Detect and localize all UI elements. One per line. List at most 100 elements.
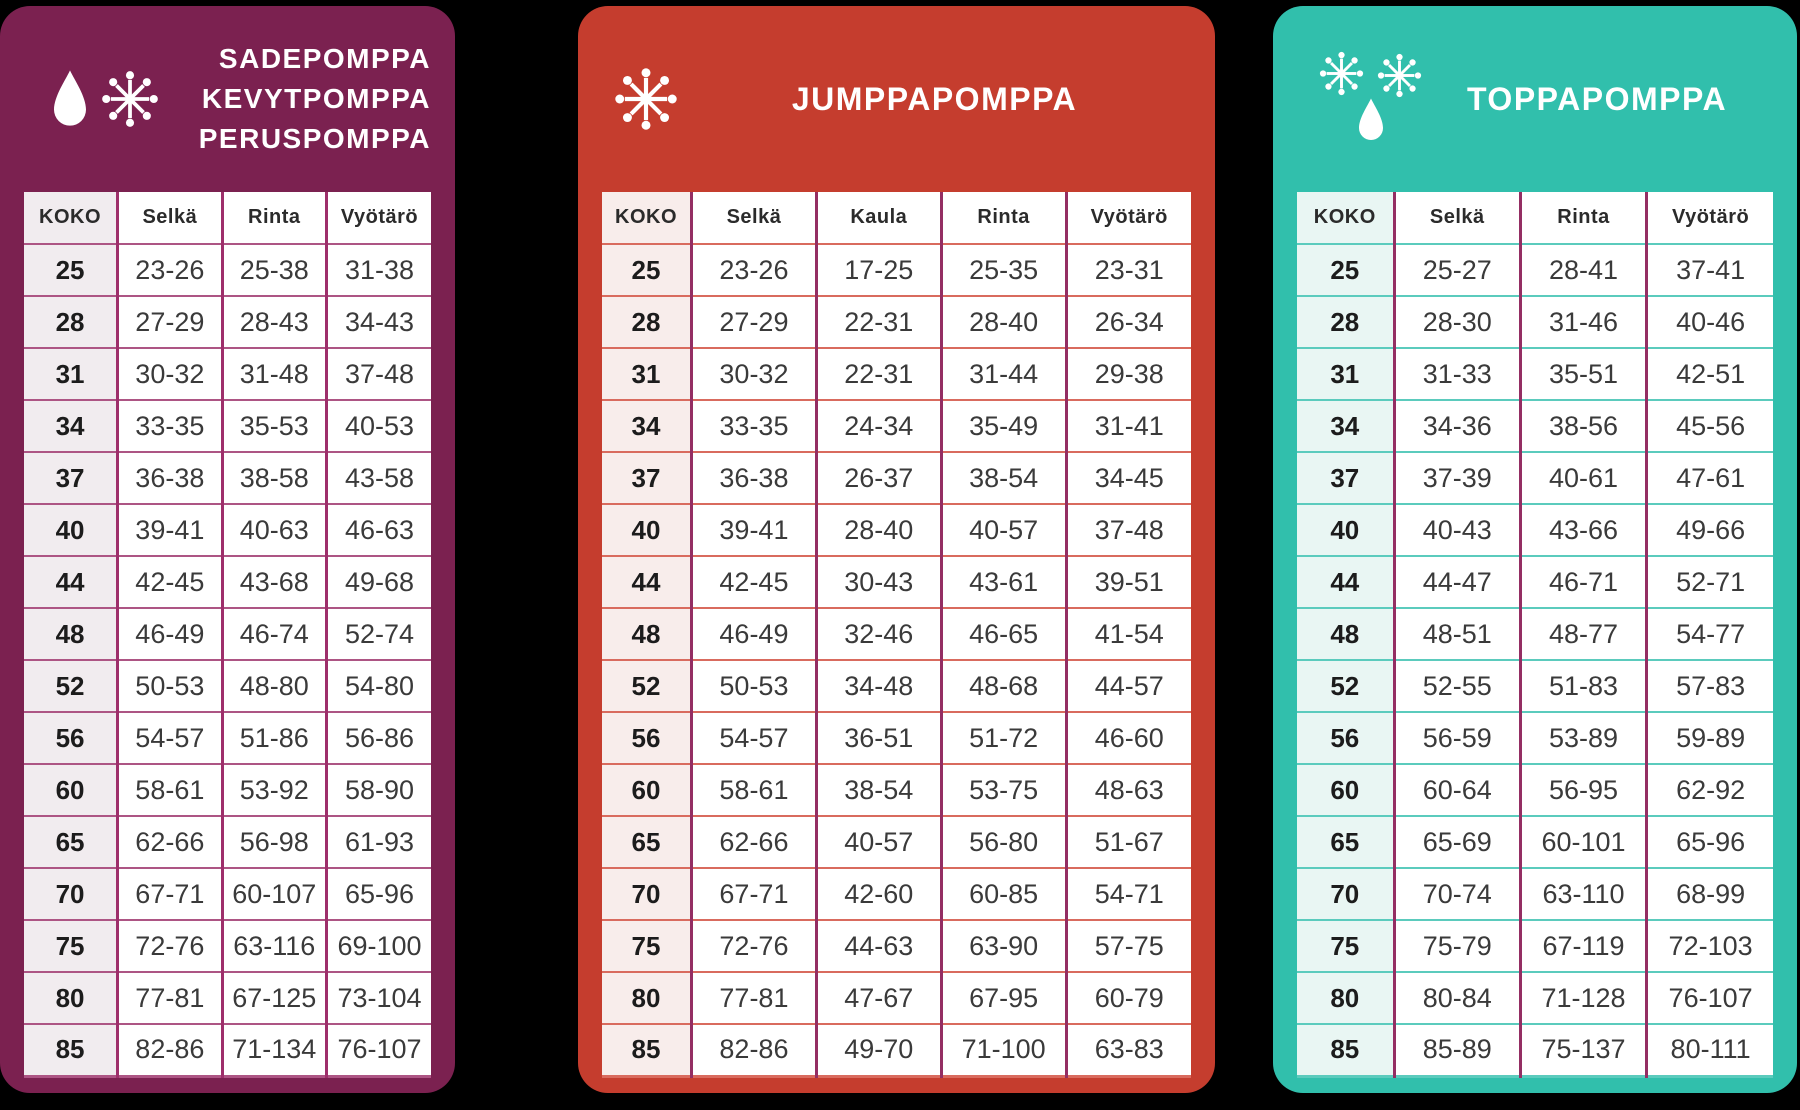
table-row: 34 34-36 38-56 45-56	[1297, 399, 1773, 452]
size-cell: 44	[1297, 555, 1395, 608]
table-row: 37 36-38 26-37 38-54 34-45	[602, 451, 1191, 504]
measurement-cell: 41-54	[1064, 607, 1191, 660]
size-cell: 44	[602, 555, 692, 608]
table-row: 70 67-71 42-60 60-85 54-71	[602, 867, 1191, 920]
panel-icons	[614, 67, 678, 131]
measurement-cell: 30-32	[116, 347, 223, 400]
panel-title: SADEPOMPPA KEVYTPOMPPA PERUSPOMPPA	[198, 43, 431, 154]
table-wrap: KOKO Selkä Rinta Vyötärö 25 25-27 28-41 37-41 28…	[1273, 192, 1797, 1078]
measure-column-header: Vyötärö	[325, 192, 431, 244]
measurement-cell: 54-80	[325, 659, 431, 712]
measurement-cell: 40-57	[939, 503, 1067, 556]
measurement-cell: 31-48	[220, 347, 327, 400]
panel-title: JUMPPAPOMPPA	[791, 80, 1078, 117]
size-cell: 25	[24, 243, 118, 296]
table-row: 28 27-29 22-31 28-40 26-34	[602, 295, 1191, 348]
size-cell: 34	[1297, 399, 1395, 452]
table-row: 25 23-26 25-38 31-38	[24, 243, 431, 296]
measurement-cell: 69-100	[325, 919, 431, 972]
measurement-cell: 23-31	[1064, 243, 1191, 296]
header-row: KOKO Selkä Rinta Vyötärö	[24, 192, 431, 244]
measurement-cell: 38-54	[814, 763, 942, 816]
measurement-cell: 67-95	[939, 971, 1067, 1024]
measurement-cell: 46-63	[325, 503, 431, 556]
measurement-cell: 56-59	[1392, 711, 1521, 764]
table-row: 34 33-35 35-53 40-53	[24, 399, 431, 452]
measurement-cell: 43-66	[1518, 503, 1647, 556]
measurement-cell: 24-34	[814, 399, 942, 452]
raindrop-icon	[1356, 97, 1386, 143]
header-row: KOKO Selkä Rinta Vyötärö	[1297, 192, 1773, 244]
size-cell: 37	[602, 451, 692, 504]
size-cell: 34	[602, 399, 692, 452]
measurement-cell: 46-60	[1064, 711, 1191, 764]
raindrop-icon	[50, 68, 90, 130]
size-cell: 48	[602, 607, 692, 660]
size-table: KOKO Selkä Rinta Vyötärö 25 25-27 28-41 37-41 28…	[1297, 192, 1773, 1078]
measurement-cell: 25-35	[939, 243, 1067, 296]
snowflake-icon	[101, 70, 159, 128]
measurement-cell: 46-49	[690, 607, 817, 660]
table-row: 25 23-26 17-25 25-35 23-31	[602, 243, 1191, 296]
measurement-cell: 35-53	[220, 399, 327, 452]
table-row: 65 65-69 60-101 65-96	[1297, 815, 1773, 868]
measurement-cell: 52-74	[325, 607, 431, 660]
measurement-cell: 47-61	[1645, 451, 1773, 504]
measurement-cell: 65-69	[1392, 815, 1521, 868]
table-row: 85 82-86 71-134 76-107	[24, 1023, 431, 1076]
measurement-cell: 37-39	[1392, 451, 1521, 504]
size-cell: 25	[1297, 243, 1395, 296]
measurement-cell: 35-51	[1518, 347, 1647, 400]
measurement-cell: 35-49	[939, 399, 1067, 452]
size-cell: 65	[24, 815, 118, 868]
measurement-cell: 43-58	[325, 451, 431, 504]
measurement-cell: 61-93	[325, 815, 431, 868]
measurement-cell: 46-65	[939, 607, 1067, 660]
size-cell: 31	[602, 347, 692, 400]
measurement-cell: 77-81	[116, 971, 223, 1024]
measurement-cell: 44-63	[814, 919, 942, 972]
measurement-cell: 28-30	[1392, 295, 1521, 348]
measurement-cell: 33-35	[690, 399, 817, 452]
measurement-cell: 44-47	[1392, 555, 1521, 608]
table-row: 70 70-74 63-110 68-99	[1297, 867, 1773, 920]
table-row: 52 50-53 34-48 48-68 44-57	[602, 659, 1191, 712]
panel-icons	[50, 68, 159, 130]
size-cell: 40	[24, 503, 118, 556]
measurement-cell: 23-26	[690, 243, 817, 296]
measurement-cell: 54-77	[1645, 607, 1773, 660]
measurement-cell: 60-64	[1392, 763, 1521, 816]
size-cell: 25	[602, 243, 692, 296]
size-column-header: KOKO	[1297, 192, 1395, 244]
measurement-cell: 60-107	[220, 867, 327, 920]
snowflake-icon	[614, 67, 678, 131]
measurement-cell: 34-45	[1064, 451, 1191, 504]
measurement-cell: 49-70	[814, 1023, 942, 1076]
measurement-cell: 58-61	[116, 763, 223, 816]
measurement-cell: 31-46	[1518, 295, 1647, 348]
size-column-header: KOKO	[24, 192, 118, 244]
measurement-cell: 33-35	[116, 399, 223, 452]
measurement-cell: 48-63	[1064, 763, 1191, 816]
table-row: 56 54-57 36-51 51-72 46-60	[602, 711, 1191, 764]
size-cell: 56	[24, 711, 118, 764]
size-cell: 85	[24, 1023, 118, 1076]
measurement-cell: 48-77	[1518, 607, 1647, 660]
measurement-cell: 36-38	[116, 451, 223, 504]
measurement-cell: 40-46	[1645, 295, 1773, 348]
size-cell: 52	[602, 659, 692, 712]
table-row: 70 67-71 60-107 65-96	[24, 867, 431, 920]
measurement-cell: 26-34	[1064, 295, 1191, 348]
table-row: 37 36-38 38-58 43-58	[24, 451, 431, 504]
measurement-cell: 38-54	[939, 451, 1067, 504]
table-row: 75 75-79 67-119 72-103	[1297, 919, 1773, 972]
size-cell: 28	[1297, 295, 1395, 348]
measurement-cell: 72-76	[690, 919, 817, 972]
size-cell: 52	[1297, 659, 1395, 712]
size-cell: 34	[24, 399, 118, 452]
size-cell: 65	[602, 815, 692, 868]
table-row: 80 80-84 71-128 76-107	[1297, 971, 1773, 1024]
measurement-cell: 73-104	[325, 971, 431, 1024]
measurement-cell: 34-43	[325, 295, 431, 348]
size-cell: 37	[24, 451, 118, 504]
